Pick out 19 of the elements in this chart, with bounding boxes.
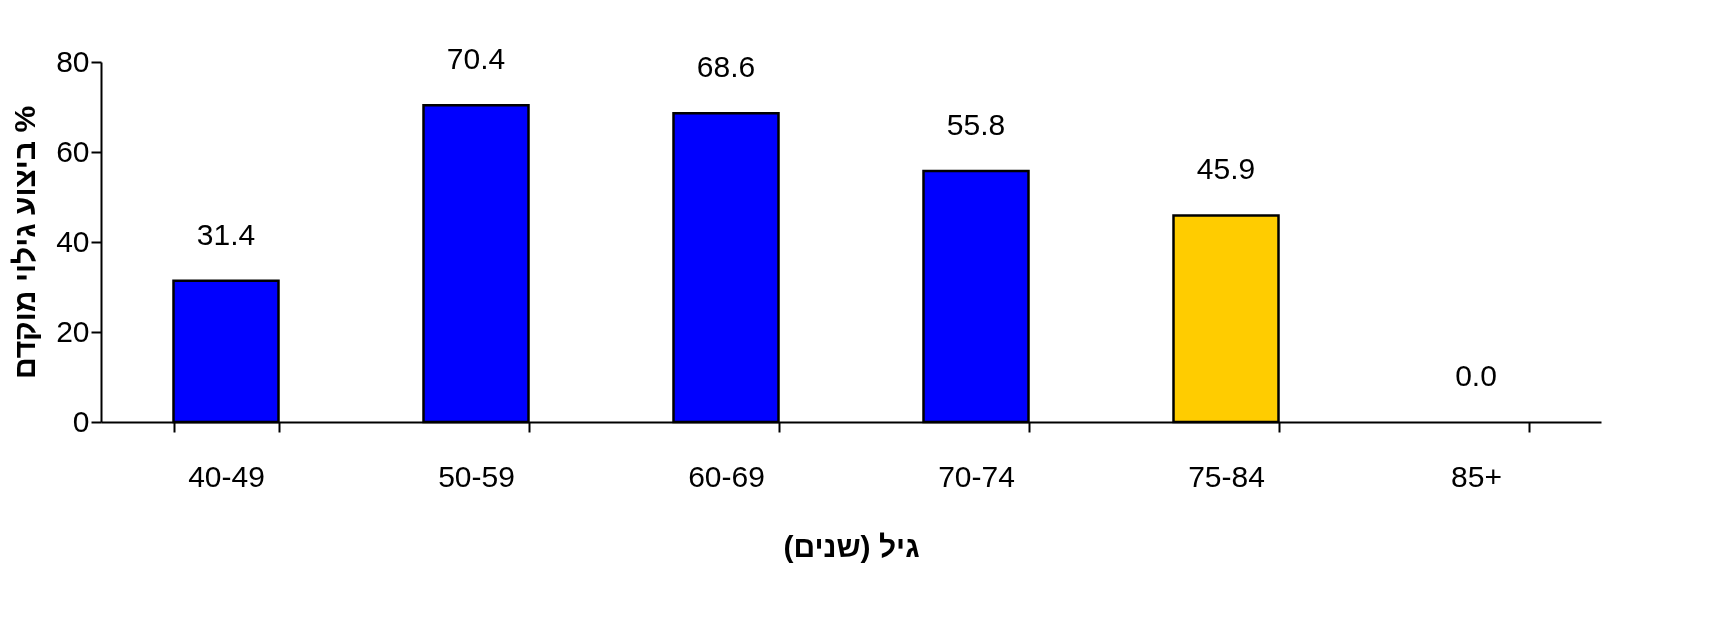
x-axis-title: גיל (שנים)	[783, 529, 920, 563]
y-tick-label: 20	[56, 314, 90, 348]
data-label: 45.9	[1196, 152, 1256, 186]
x-tick-label: 70-74	[938, 459, 1015, 493]
x-tick-label: 50-59	[438, 459, 515, 493]
x-tick-label: 40-49	[188, 459, 265, 493]
y-tick-label: 40	[56, 224, 90, 258]
data-label: 0.0	[1455, 359, 1497, 392]
x-tick-label: 60-69	[688, 459, 765, 493]
data-label: 31.4	[196, 217, 256, 251]
x-tick-label: 85+	[1451, 459, 1502, 493]
y-tick-label: 0	[72, 404, 90, 438]
data-label: 55.8	[946, 107, 1006, 141]
y-axis-title: ביצוע גילוי מוקדם %	[8, 105, 42, 380]
y-tick-label: 60	[56, 134, 90, 168]
data-label: 68.6	[696, 50, 756, 84]
y-tick-label: 80	[56, 44, 90, 78]
x-tick-label: 75-84	[1188, 459, 1265, 493]
data-label: 70.4	[446, 42, 506, 76]
